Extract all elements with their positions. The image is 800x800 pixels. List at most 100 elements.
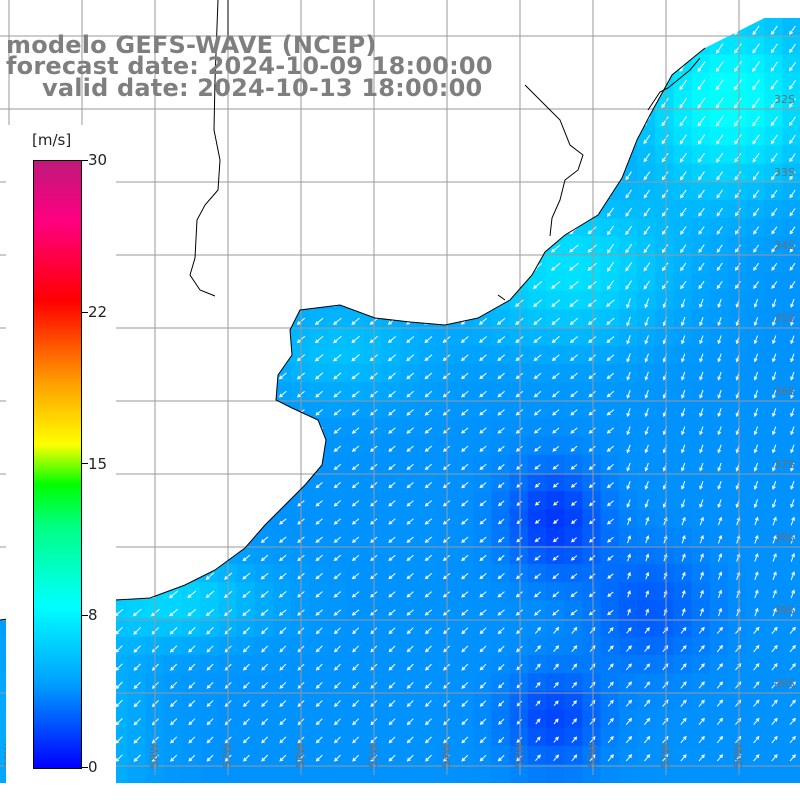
wind-cell [364,636,383,656]
wind-cell [728,200,747,219]
wind-cell [418,727,438,747]
wind-cell [400,764,420,783]
wind-arrow [588,573,596,579]
wind-arrow [242,590,251,598]
wind-arrow [717,335,722,345]
wind-arrow [570,427,578,434]
wind-arrow [607,207,614,217]
wind-cell [436,564,456,583]
wind-arrow [716,134,724,145]
wind-cell [364,491,383,510]
wind-arrow [588,445,596,452]
wind-arrow [606,445,615,452]
wind-arrow [351,372,360,380]
lon-label: 51W [659,743,672,768]
wind-arrow [645,553,650,562]
wind-arrow [351,518,360,525]
wind-cell [600,400,620,419]
wind-cell [655,382,674,401]
wind-arrow [242,718,250,726]
wind-cell [345,527,365,547]
wind-cell [418,764,438,783]
wind-cell [673,727,693,747]
wind-cell [637,272,656,292]
wind-cell [382,418,401,438]
wind-arrow [333,445,342,452]
lon-label: 50W [732,743,745,768]
wind-arrow [752,25,760,36]
wind-cell [182,691,201,711]
wind-arrow [406,736,414,744]
wind-arrow [533,409,542,416]
wind-arrow [188,663,196,671]
wind-cell [764,436,784,456]
wind-arrow [644,663,651,671]
wind-cell [436,473,456,492]
wind-cell [764,327,784,347]
wind-arrow [188,718,196,726]
wind-arrow [772,426,777,436]
wind-arrow [352,700,360,708]
wind-arrow [680,244,687,254]
wind-cell [309,673,329,692]
wind-cell [673,764,693,783]
wind-cell [746,764,765,783]
wind-arrow [315,609,323,616]
wind-cell [509,309,529,328]
wind-arrow [643,189,651,199]
wind-cell [400,655,420,674]
wind-arrow [790,516,795,526]
wind-arrow [170,718,178,726]
wind-arrow [552,482,559,488]
wind-arrow [606,427,615,434]
wind-cell [400,673,420,692]
wind-cell [473,400,492,419]
wind-cell [273,618,292,638]
wind-cell [655,636,674,656]
wind-cell [400,382,420,401]
wind-cell [691,655,711,674]
wind-arrow [115,681,123,690]
wind-cell [491,709,511,729]
wind-arrow [479,336,487,343]
wind-arrow [771,626,778,635]
wind-cell [618,691,638,711]
wind-arrow [699,589,704,598]
wind-cell [582,236,602,256]
wind-arrow [278,609,287,616]
wind-cell [782,764,800,783]
wind-cell [273,727,292,747]
wind-cell [436,746,456,765]
wind-arrow [644,316,649,327]
wind-arrow [533,591,542,598]
wind-cell [618,454,638,474]
wind-cell [491,655,511,674]
wind-cell [455,582,474,601]
wind-cell [782,363,800,383]
wind-cell [709,272,729,292]
wind-cell [655,473,674,492]
wind-arrow [606,390,615,398]
wind-cell [163,600,183,620]
wind-arrow [625,262,633,272]
wind-arrow [772,408,777,418]
wind-cell [546,363,565,383]
wind-cell [327,600,347,620]
wind-arrow [406,681,414,689]
wind-cell [582,691,602,711]
wind-arrow [115,736,123,744]
wind-arrow [680,226,687,235]
wind-arrow [645,571,650,580]
wind-cell [673,491,693,510]
wind-arrow [627,535,632,544]
wind-cell [309,363,329,383]
wind-cell [345,618,365,638]
wind-arrow [571,681,578,689]
wind-arrow [699,481,704,490]
wind-arrow [552,409,560,416]
wind-cell [418,746,438,765]
wind-cell [364,764,383,783]
wind-cell [746,327,765,347]
wind-cell [746,400,765,419]
wind-arrow [479,536,487,543]
